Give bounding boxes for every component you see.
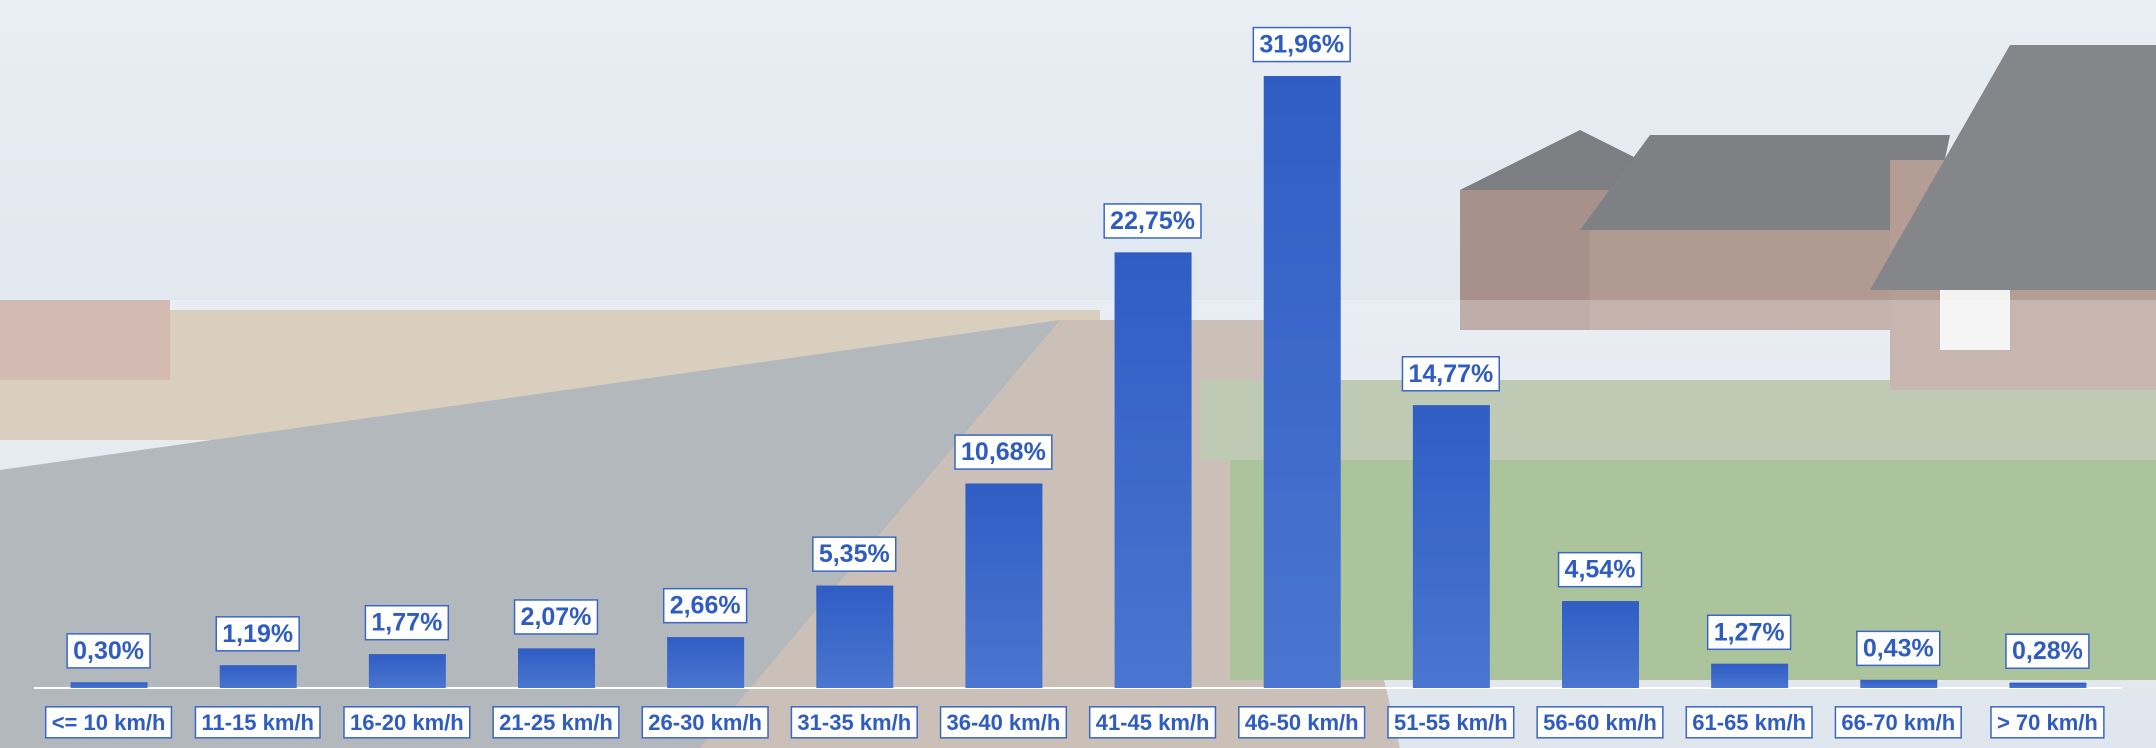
page: 0,30% <= 10 km/h 1,19% 11-15 km/h 1,77% 16-20… bbox=[0, 0, 2156, 748]
value-label: 4,54% bbox=[1565, 556, 1636, 584]
bar bbox=[369, 654, 446, 688]
value-label: 1,77% bbox=[371, 609, 442, 637]
value-label: 22,75% bbox=[1110, 207, 1195, 235]
bar bbox=[816, 586, 893, 688]
x-tick-label: 51-55 km/h bbox=[1394, 710, 1508, 735]
x-tick-label: 11-15 km/h bbox=[201, 710, 314, 735]
bar bbox=[965, 483, 1042, 688]
bar bbox=[71, 682, 148, 688]
value-label: 0,28% bbox=[2012, 637, 2083, 665]
bar bbox=[2009, 683, 2086, 688]
x-tick-label: 26-30 km/h bbox=[648, 710, 762, 735]
value-label: 5,35% bbox=[819, 540, 890, 568]
bar bbox=[518, 648, 595, 688]
x-tick-label: 61-65 km/h bbox=[1692, 710, 1806, 735]
bar bbox=[1413, 405, 1490, 688]
x-tick-label: 56-60 km/h bbox=[1543, 710, 1657, 735]
x-tick-label: 16-20 km/h bbox=[350, 710, 464, 735]
value-label: 31,96% bbox=[1259, 31, 1344, 59]
x-tick-label: <= 10 km/h bbox=[52, 710, 166, 735]
value-label: 2,07% bbox=[521, 603, 592, 631]
bar bbox=[220, 665, 297, 688]
x-tick-label: 21-25 km/h bbox=[499, 710, 613, 735]
value-label: 0,43% bbox=[1863, 634, 1934, 662]
x-tick-label: 66-70 km/h bbox=[1841, 710, 1955, 735]
bar bbox=[667, 637, 744, 688]
value-label: 1,19% bbox=[222, 620, 293, 648]
value-label: 14,77% bbox=[1408, 360, 1493, 388]
x-tick-label: 46-50 km/h bbox=[1245, 710, 1359, 735]
value-label: 2,66% bbox=[670, 592, 741, 620]
x-tick-label: > 70 km/h bbox=[1997, 710, 2098, 735]
value-label: 1,27% bbox=[1714, 618, 1785, 646]
bar bbox=[1264, 76, 1341, 688]
chart: 0,30% <= 10 km/h 1,19% 11-15 km/h 1,77% 16-20… bbox=[0, 0, 2156, 748]
x-tick-label: 31-35 km/h bbox=[797, 710, 911, 735]
x-tick-label: 36-40 km/h bbox=[947, 710, 1061, 735]
bar bbox=[1115, 252, 1192, 688]
bar bbox=[1860, 680, 1937, 688]
background-photo bbox=[0, 0, 2156, 748]
bar bbox=[1711, 664, 1788, 688]
value-label: 0,30% bbox=[73, 637, 144, 665]
bar bbox=[1562, 601, 1639, 688]
value-label: 10,68% bbox=[961, 438, 1046, 466]
x-tick-label: 41-45 km/h bbox=[1096, 710, 1210, 735]
